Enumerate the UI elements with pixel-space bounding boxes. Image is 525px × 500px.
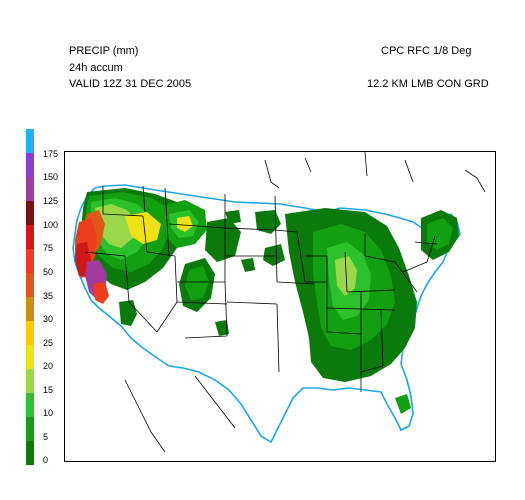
state-boundary-line — [164, 187, 170, 257]
state-boundary-line — [102, 213, 144, 217]
state-boundary-line — [128, 301, 158, 333]
state-boundary-line — [380, 309, 384, 367]
color-scale-label: 0 — [43, 455, 49, 465]
color-scale-label: 150 — [43, 172, 59, 182]
precip-area-light — [215, 320, 229, 336]
boundary-line — [404, 159, 414, 183]
source-label: CPC RFC 1/8 Deg — [381, 45, 472, 57]
precip-area-yellow — [177, 216, 193, 232]
color-scale-label: 75 — [43, 243, 54, 253]
boundary-line — [304, 157, 312, 173]
color-scale-label: 50 — [43, 267, 54, 277]
state-boundary-line — [276, 281, 316, 285]
boundary-line — [124, 379, 166, 453]
state-boundary-line — [84, 251, 126, 257]
color-scale-segment — [26, 441, 34, 465]
color-scale-segment — [26, 321, 34, 345]
precip-area-light — [205, 218, 241, 262]
color-scale-segment — [26, 129, 34, 153]
color-scale-segment — [26, 345, 34, 369]
state-boundary-line — [174, 255, 178, 303]
color-scale-segment — [26, 417, 34, 441]
color-scale-label: 25 — [43, 338, 54, 348]
us-coastline — [72, 184, 461, 444]
state-boundary-line — [276, 303, 280, 373]
boundary-line — [264, 159, 280, 189]
color-scale-segment — [26, 393, 34, 417]
precip-area-red — [93, 282, 109, 304]
state-boundary-line — [394, 261, 418, 293]
state-boundary-line — [146, 251, 176, 257]
state-boundary-line — [184, 335, 228, 339]
color-scale-segment — [26, 153, 34, 177]
product-title: PRECIP (mm) — [69, 45, 139, 57]
boundary-line — [194, 375, 236, 429]
state-boundary-line — [346, 289, 396, 293]
color-scale-segment — [26, 225, 34, 249]
state-boundary-line — [224, 227, 276, 231]
boundary-line — [464, 169, 486, 193]
precip-area-light — [241, 258, 255, 272]
state-boundary-line — [176, 301, 228, 305]
state-boundaries — [84, 152, 486, 453]
state-boundary-line — [402, 261, 428, 273]
color-scale-segment — [26, 369, 34, 393]
color-scale-label: 30 — [43, 314, 54, 324]
state-boundary-line — [274, 229, 298, 233]
color-scale-label: 125 — [43, 196, 59, 206]
state-boundary-line — [364, 255, 396, 263]
color-scale-label: 15 — [43, 385, 54, 395]
color-scale-segment — [26, 273, 34, 297]
precip-area-medium — [395, 394, 411, 414]
state-boundary-line — [326, 307, 396, 311]
state-boundary-line — [326, 331, 362, 335]
state-boundary-line — [226, 301, 278, 305]
state-boundary-line — [414, 241, 438, 245]
precip-area-light — [119, 300, 137, 326]
color-scale-segment — [26, 201, 34, 225]
state-boundary-line — [426, 235, 436, 263]
map-panel — [64, 151, 496, 462]
color-scale-label: 35 — [43, 291, 54, 301]
state-boundary-line — [344, 251, 348, 293]
us-precip-map — [72, 152, 486, 453]
boundary-line — [364, 152, 368, 177]
state-boundary-line — [274, 195, 278, 283]
color-scale-bar — [26, 129, 34, 465]
color-scale-label: 100 — [43, 220, 59, 230]
color-scale-label: 10 — [43, 408, 54, 418]
accumulation-period: 24h accum — [69, 62, 123, 74]
color-scale-segment — [26, 297, 34, 321]
state-boundary-line — [296, 231, 306, 283]
precip-area-yellow — [125, 212, 161, 244]
grid-label: 12.2 KM LMB CON GRD — [367, 78, 489, 90]
color-scale-segment — [26, 177, 34, 201]
color-scale-label: 175 — [43, 149, 59, 159]
state-boundary-line — [142, 185, 146, 213]
state-boundary-line — [168, 223, 226, 229]
precip-area-light — [255, 210, 281, 234]
precip-area-medium — [185, 266, 209, 300]
color-scale-label: 20 — [43, 361, 54, 371]
precip-area-light — [225, 210, 241, 224]
precip-area-light — [263, 244, 285, 266]
state-boundary-line — [156, 301, 178, 333]
state-boundary-line — [124, 255, 130, 303]
valid-time: VALID 12Z 31 DEC 2005 — [69, 78, 192, 90]
state-boundary-line — [142, 215, 148, 253]
state-boundary-line — [360, 365, 384, 373]
state-boundary-line — [224, 281, 228, 337]
color-scale-label: 5 — [43, 432, 49, 442]
color-scale-segment — [26, 249, 34, 273]
